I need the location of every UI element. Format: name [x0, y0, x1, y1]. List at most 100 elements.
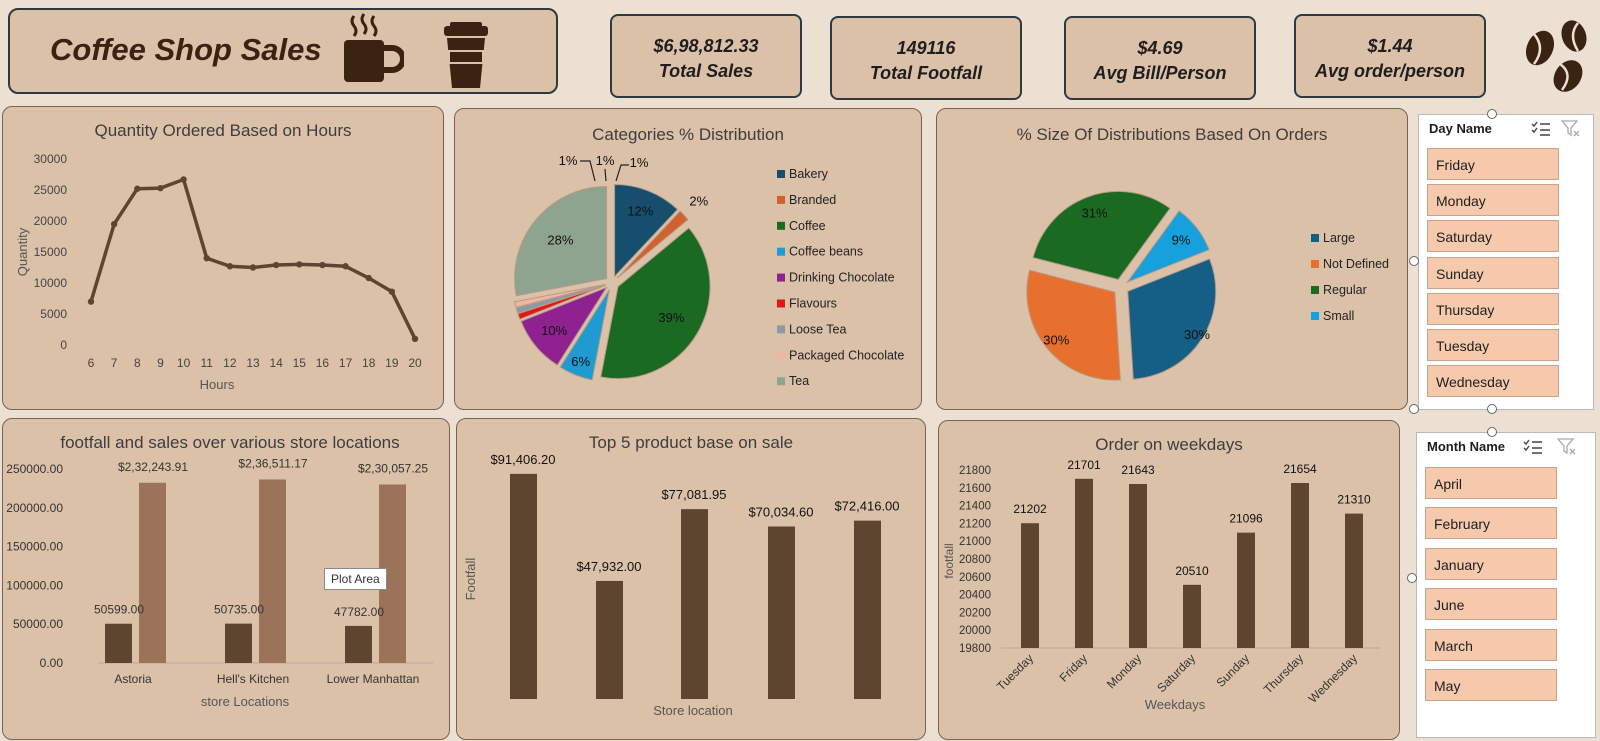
chart-title: Order on weekdays [1095, 435, 1243, 454]
slicer-item[interactable]: Friday [1427, 148, 1559, 180]
slicer-item[interactable]: Thursday [1427, 292, 1559, 325]
legend-label: Loose Tea [789, 322, 847, 336]
y-tick-label: 20200 [959, 607, 991, 619]
day-name-slicer[interactable]: Day Name Friday Monday Saturday Sunday Thurs… [1418, 114, 1594, 410]
category-pie-chart: 12% 2% 39% 6% 10% 1% 1% 1% 28% Bakery Branded Coffe… [514, 153, 904, 388]
data-label: 28% [547, 232, 573, 247]
resize-handle[interactable] [1409, 256, 1419, 266]
data-label: 9% [1172, 232, 1191, 247]
data-point [319, 261, 326, 269]
data-point [110, 220, 118, 228]
y-tick-label: 21400 [959, 501, 991, 513]
legend-label: Regular [1323, 283, 1367, 297]
y-tick-label: 20000 [34, 214, 68, 228]
chart-title: footfall and sales over various store lo… [60, 433, 400, 452]
legend-label: Bakery [789, 167, 829, 181]
top5-bar-chart: $91,406.20 $47,932.00 $77,081.95 $70,034.60… [463, 452, 900, 718]
bar [596, 580, 623, 699]
line-chart: 0 5000 10000 15000 20000 25000 30000 6 7 8 9 10 11 12… [15, 152, 422, 392]
resize-handle[interactable] [1487, 109, 1497, 119]
slicer-item[interactable]: May [1425, 669, 1557, 701]
x-tick-label: 20 [408, 356, 422, 370]
y-tick-label: 15000 [34, 245, 68, 259]
data-label: 21202 [1013, 502, 1047, 516]
bar-footfall [105, 623, 132, 663]
data-label: 12% [627, 203, 653, 218]
pie-slice [1125, 210, 1210, 284]
slicer-item[interactable]: Tuesday [1427, 329, 1559, 361]
resize-handle[interactable] [1409, 404, 1419, 414]
y-tick-label: 10000 [34, 276, 68, 290]
x-tick-label: Tuesday [994, 651, 1036, 693]
kpi-value: $4.69 [1137, 38, 1183, 58]
resize-handle[interactable] [1407, 573, 1417, 583]
kpi-label: Total Footfall [869, 63, 983, 83]
data-label: 1% [559, 153, 578, 168]
slicer-item[interactable]: Monday [1427, 184, 1559, 217]
data-point [388, 288, 396, 295]
x-tick-label: Monday [1104, 651, 1144, 691]
data-point [157, 184, 164, 192]
pie-slice [514, 186, 608, 297]
coffee-beans-icon [1525, 20, 1587, 92]
resize-handle[interactable] [1487, 427, 1497, 437]
multi-select-icon[interactable] [1523, 439, 1543, 455]
data-label: 21701 [1067, 458, 1101, 472]
y-tick-label: 19800 [959, 643, 991, 655]
y-tick-label: 0 [60, 338, 67, 352]
chart-panel-top5: Top 5 product base on sale $91,406.20 $47… [456, 418, 926, 740]
pie-slice [600, 227, 711, 380]
slicer-item[interactable]: March [1425, 628, 1557, 661]
slicer-item[interactable]: Sunday [1427, 256, 1559, 289]
leader-line [580, 160, 596, 182]
y-tick-label: 21200 [959, 518, 991, 530]
month-name-slicer[interactable]: Month Name April February January June March… [1416, 432, 1596, 738]
multi-select-icon[interactable] [1531, 121, 1551, 137]
data-label: 31% [1082, 206, 1108, 221]
takeaway-cup-icon [444, 22, 488, 88]
clear-filter-icon[interactable] [1557, 438, 1577, 456]
legend-swatch [777, 299, 785, 308]
x-tick-label: 9 [157, 356, 164, 370]
x-tick-label: Wednesday [1306, 651, 1361, 706]
legend-label: Large [1323, 231, 1355, 245]
y-tick-label: 21600 [959, 483, 991, 495]
data-label: 21654 [1283, 462, 1317, 476]
leader-line [604, 168, 607, 182]
data-point [272, 261, 280, 269]
x-tick-label: 13 [246, 356, 260, 370]
data-label: 10% [541, 323, 567, 338]
y-axis-label: footfall [942, 543, 956, 578]
y-tick-label: 25000 [34, 183, 68, 197]
clear-filter-icon[interactable] [1561, 120, 1581, 138]
x-tick-label: 6 [88, 356, 95, 370]
bar [681, 509, 708, 699]
pie-slice [559, 289, 610, 381]
data-label: 21310 [1337, 493, 1371, 507]
slicer-item[interactable]: January [1425, 547, 1557, 580]
slicer-item[interactable]: Wednesday [1427, 365, 1559, 398]
bar [1345, 513, 1363, 648]
data-point [296, 261, 303, 268]
data-point [87, 298, 95, 305]
x-tick-label: 7 [111, 356, 118, 370]
y-tick-label: 50000.00 [13, 617, 63, 631]
slicer-item[interactable]: April [1425, 467, 1557, 499]
data-point [411, 335, 419, 342]
x-axis-label: Store location [653, 703, 733, 718]
legend-label: Flavours [789, 297, 837, 311]
header-panel: Coffee Shop Sales [8, 8, 558, 94]
x-tick-label: 15 [293, 356, 307, 370]
chart-panel-categories: Categories % Distribution 12% 2% 39% 6% 10% 1… [454, 108, 922, 410]
bar [1237, 532, 1255, 648]
slicer-item[interactable]: February [1425, 507, 1557, 540]
x-tick-label: Astoria [114, 672, 152, 686]
slicer-item[interactable]: June [1425, 588, 1557, 621]
resize-handle[interactable] [1487, 404, 1497, 414]
slicer-item[interactable]: Saturday [1427, 220, 1559, 253]
bar-sales [139, 482, 166, 663]
chart-title: % Size Of Distributions Based On Orders [1016, 125, 1328, 144]
x-axis-label: Weekdays [1145, 697, 1206, 712]
chart-panel-weekdays: Order on weekdays 19800 20000 20200 20400 20… [938, 420, 1400, 740]
legend-swatch [777, 247, 785, 256]
